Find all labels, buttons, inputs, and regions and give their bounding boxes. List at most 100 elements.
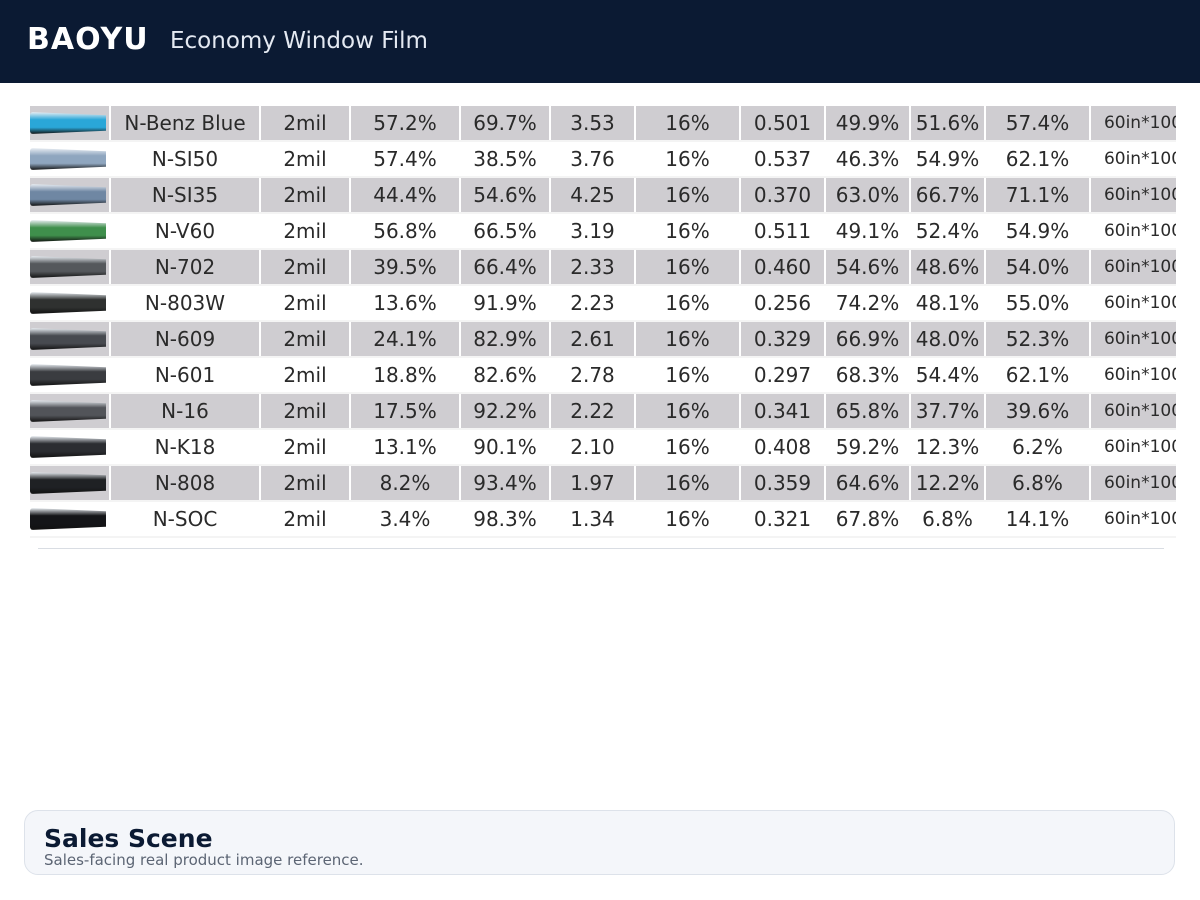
table-cell-name: N-SI35: [110, 177, 261, 214]
table-cell-c3: 2.23: [550, 285, 636, 322]
table-cell-c5: 0.256: [740, 285, 826, 322]
film-swatch: [30, 436, 106, 458]
film-swatch: [30, 112, 106, 134]
table-cell-c6: 65.8%: [825, 393, 911, 430]
table-cell-c6: 59.2%: [825, 429, 911, 466]
film-swatch-cell: [30, 249, 111, 286]
table-row: N-609 2mil 24.1% 82.9% 2.61 16% 0.329 66.9% 48.0…: [30, 321, 1176, 358]
table-cell-c4: 16%: [635, 357, 741, 394]
table-cell-size: 60in*100: [1090, 429, 1176, 466]
top-bar: BAOYU Economy Window Film: [0, 0, 1200, 83]
table-cell-size: 60in*100: [1090, 321, 1176, 358]
table-row: N-SOC 2mil 3.4% 98.3% 1.34 16% 0.321 67.8% 6.8% 1…: [30, 501, 1176, 538]
table-cell-c7: 12.3%: [910, 429, 986, 466]
table-cell-name: N-609: [110, 321, 261, 358]
table-cell-c7: 12.2%: [910, 465, 986, 502]
card-subtitle: Sales-facing real product image referenc…: [44, 851, 364, 869]
table-cell-c2: 54.6%: [460, 177, 551, 214]
table-row: N-601 2mil 18.8% 82.6% 2.78 16% 0.297 68.3% 54.4…: [30, 357, 1176, 394]
table-cell-name: N-803W: [110, 285, 261, 322]
table-cell-c8: 52.3%: [985, 321, 1091, 358]
table-cell-c4: 16%: [635, 249, 741, 286]
film-swatch: [30, 184, 106, 206]
brand-logo: BAOYU: [27, 22, 149, 57]
table-cell-c2: 92.2%: [460, 393, 551, 430]
table-cell-c3: 4.25: [550, 177, 636, 214]
table-cell-thickness: 2mil: [260, 177, 351, 214]
table-cell-c6: 63.0%: [825, 177, 911, 214]
film-swatch: [30, 292, 106, 314]
table-cell-name: N-601: [110, 357, 261, 394]
table-cell-c6: 74.2%: [825, 285, 911, 322]
table-cell-c7: 52.4%: [910, 213, 986, 250]
table-cell-size: 60in*100: [1090, 393, 1176, 430]
table-cell-thickness: 2mil: [260, 393, 351, 430]
table-cell-c6: 66.9%: [825, 321, 911, 358]
table-row: N-SI50 2mil 57.4% 38.5% 3.76 16% 0.537 46.3% 54.…: [30, 141, 1176, 178]
table-cell-c5: 0.359: [740, 465, 826, 502]
film-swatch: [30, 148, 106, 170]
table-cell-size: 60in*100: [1090, 465, 1176, 502]
table-cell-c8: 6.8%: [985, 465, 1091, 502]
table-cell-c2: 98.3%: [460, 501, 551, 538]
film-swatch: [30, 400, 106, 422]
table-cell-c5: 0.537: [740, 141, 826, 178]
table-cell-c3: 2.10: [550, 429, 636, 466]
table-cell-thickness: 2mil: [260, 106, 351, 142]
table-cell-c5: 0.511: [740, 213, 826, 250]
table-cell-c2: 69.7%: [460, 106, 551, 142]
table-row: N-803W 2mil 13.6% 91.9% 2.23 16% 0.256 74.2% 48.…: [30, 285, 1176, 322]
film-swatch-cell: [30, 177, 111, 214]
table-cell-name: N-V60: [110, 213, 261, 250]
table-cell-c4: 16%: [635, 285, 741, 322]
table-cell-c1: 3.4%: [350, 501, 461, 538]
table-cell-c2: 90.1%: [460, 429, 551, 466]
table-cell-size: 60in*100: [1090, 213, 1176, 250]
table-cell-size: 60in*100: [1090, 501, 1176, 538]
table-cell-name: N-16: [110, 393, 261, 430]
spec-table: N-Benz Blue 2mil 57.2% 69.7% 3.53 16% 0.501 49.…: [30, 106, 1176, 538]
table-cell-c7: 48.1%: [910, 285, 986, 322]
table-cell-size: 60in*100: [1090, 249, 1176, 286]
table-cell-thickness: 2mil: [260, 501, 351, 538]
film-swatch: [30, 364, 106, 386]
table-cell-thickness: 2mil: [260, 465, 351, 502]
table-cell-c5: 0.321: [740, 501, 826, 538]
table-cell-c7: 54.9%: [910, 141, 986, 178]
table-cell-c2: 38.5%: [460, 141, 551, 178]
table-cell-thickness: 2mil: [260, 285, 351, 322]
table-cell-c1: 56.8%: [350, 213, 461, 250]
table-cell-c4: 16%: [635, 465, 741, 502]
table-cell-name: N-702: [110, 249, 261, 286]
table-cell-thickness: 2mil: [260, 141, 351, 178]
table-cell-c6: 68.3%: [825, 357, 911, 394]
table-cell-size: 60in*100: [1090, 285, 1176, 322]
table-cell-c8: 6.2%: [985, 429, 1091, 466]
film-swatch-cell: [30, 106, 111, 142]
card-title: Sales Scene: [44, 824, 213, 853]
table-cell-size: 60in*100: [1090, 177, 1176, 214]
table-cell-name: N-K18: [110, 429, 261, 466]
film-swatch: [30, 472, 106, 494]
film-swatch: [30, 328, 106, 350]
table-cell-c2: 82.6%: [460, 357, 551, 394]
table-cell-c4: 16%: [635, 321, 741, 358]
table-cell-size: 60in*100: [1090, 357, 1176, 394]
table-row: N-808 2mil 8.2% 93.4% 1.97 16% 0.359 64.6% 12.2%…: [30, 465, 1176, 502]
film-swatch-cell: [30, 429, 111, 466]
film-swatch-cell: [30, 357, 111, 394]
table-cell-c4: 16%: [635, 141, 741, 178]
table-cell-c1: 8.2%: [350, 465, 461, 502]
table-cell-size: 60in*100: [1090, 106, 1176, 142]
table-cell-c1: 57.4%: [350, 141, 461, 178]
table-cell-c6: 49.9%: [825, 106, 911, 142]
table-cell-thickness: 2mil: [260, 357, 351, 394]
table-cell-c5: 0.370: [740, 177, 826, 214]
table-cell-c5: 0.460: [740, 249, 826, 286]
table-cell-c3: 2.22: [550, 393, 636, 430]
table-cell-c1: 57.2%: [350, 106, 461, 142]
table-cell-c8: 54.9%: [985, 213, 1091, 250]
table-cell-c2: 91.9%: [460, 285, 551, 322]
film-swatch: [30, 256, 106, 278]
table-cell-c6: 64.6%: [825, 465, 911, 502]
